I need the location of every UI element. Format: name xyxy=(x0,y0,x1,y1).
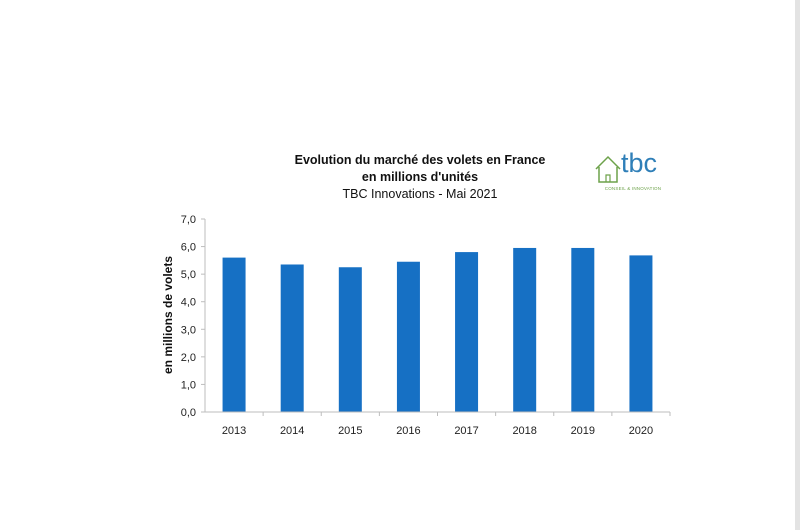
y-tick-label: 3,0 xyxy=(181,324,196,336)
logo-name: tbc xyxy=(621,148,658,178)
chart-subtitle: en millions d'unités xyxy=(361,170,479,184)
x-tick-label: 2015 xyxy=(338,425,362,437)
y-tick-label: 0,0 xyxy=(181,407,196,419)
bar-2017 xyxy=(455,252,479,412)
x-tick-label: 2018 xyxy=(512,425,536,437)
y-axis-ticks: 0,0 1,0 2,0 3,0 4,0 5,0 6,0 7,0 xyxy=(181,214,205,419)
y-tick-label: 2,0 xyxy=(181,352,196,364)
x-tick-label: 2016 xyxy=(396,425,420,437)
x-tick-label: 2014 xyxy=(280,425,304,437)
logo-tagline: CONSEIL & INNOVATION xyxy=(604,186,662,191)
bar-2015 xyxy=(338,267,362,412)
y-tick-label: 5,0 xyxy=(181,269,196,281)
y-tick-label: 6,0 xyxy=(181,242,196,254)
bar-2016 xyxy=(396,261,420,412)
y-tick-label: 7,0 xyxy=(181,214,196,226)
y-tick-label: 1,0 xyxy=(181,379,196,391)
bar-2020 xyxy=(629,255,653,412)
tbc-logo-house-icon xyxy=(595,155,621,183)
x-tick-label: 2019 xyxy=(571,425,595,437)
chart-title: Evolution du marché des volets en France xyxy=(294,153,546,167)
bar-2018 xyxy=(513,247,537,412)
y-tick-label: 4,0 xyxy=(181,297,196,309)
bar-2014 xyxy=(280,264,304,412)
chart-source: TBC Innovations - Mai 2021 xyxy=(342,187,498,201)
x-tick-label: 2017 xyxy=(454,425,478,437)
x-axis-ticks: 2013 2014 2015 2016 2017 2018 2019 2020 xyxy=(222,412,671,437)
x-tick-label: 2013 xyxy=(222,425,246,437)
bar-2019 xyxy=(571,247,595,412)
chart-title-block: Evolution du marché des volets en France… xyxy=(280,152,560,203)
x-tick-label: 2020 xyxy=(629,425,653,437)
bar-2013 xyxy=(222,257,246,412)
window-edge xyxy=(795,0,800,530)
bars xyxy=(222,247,653,412)
